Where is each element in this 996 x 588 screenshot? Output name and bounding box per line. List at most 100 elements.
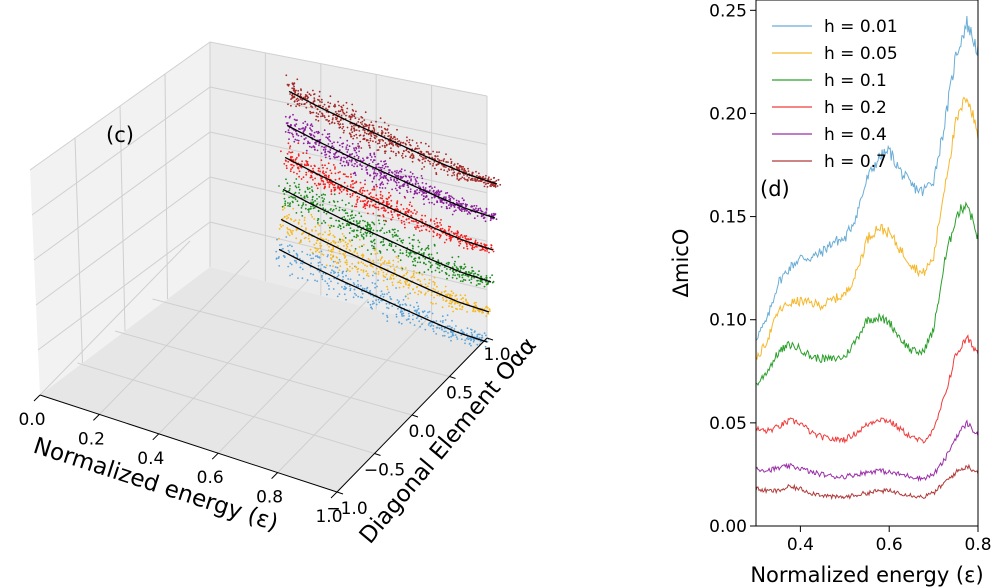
scatter-point [470, 276, 473, 279]
scatter-point [290, 151, 292, 154]
scatter-point [322, 166, 324, 169]
scatter-point [302, 232, 305, 234]
scatter-point [452, 274, 454, 276]
scatter-point [451, 294, 453, 297]
scatter-point [377, 279, 379, 282]
scatter-point [395, 154, 397, 157]
scatter-point [309, 272, 312, 275]
scatter-point [363, 137, 365, 140]
scatter-point [313, 218, 316, 220]
scatter-point [456, 308, 458, 311]
scatter-point [300, 194, 302, 197]
scatter-point [298, 192, 300, 194]
scatter-point [422, 195, 425, 198]
scatter-point [287, 131, 290, 134]
scatter-point [484, 177, 487, 180]
scatter-point [340, 156, 343, 159]
scatter-point [465, 242, 468, 244]
scatter-point [394, 245, 397, 248]
scatter-point [389, 265, 392, 268]
scatter-point [464, 279, 467, 281]
scatter-point [378, 214, 381, 217]
scatter-point [464, 205, 467, 208]
scatter-point [327, 181, 330, 184]
scatter-point [419, 325, 421, 328]
scatter-point [436, 252, 439, 254]
scatter-point [288, 234, 291, 237]
scatter-point [404, 282, 407, 284]
scatter-point [300, 211, 303, 214]
scatter-point [389, 157, 391, 160]
scatter-point [425, 195, 428, 198]
scatter-point [311, 251, 314, 254]
scatter-point [407, 287, 410, 289]
scatter-point [309, 133, 312, 136]
scatter-point [319, 232, 321, 235]
scatter-point [339, 162, 342, 165]
scatter-point [440, 159, 442, 162]
scatter-point [419, 280, 422, 283]
scatter-point [289, 170, 292, 173]
scatter-point [474, 304, 477, 306]
scatter-point [369, 137, 372, 140]
scatter-point [479, 309, 482, 312]
scatter-point [285, 178, 287, 181]
scatter-point [309, 176, 312, 179]
scatter-point [358, 118, 360, 121]
scatter-point [366, 201, 369, 204]
scatter-point [406, 207, 408, 210]
scatter-point [287, 228, 289, 231]
scatter-point [308, 170, 310, 173]
scatter-point [398, 214, 401, 216]
y-tick-label-3d: −0.5 [364, 461, 405, 481]
scatter-point [376, 185, 378, 188]
scatter-point [341, 222, 344, 225]
scatter-point [380, 257, 383, 260]
scatter-point [476, 215, 479, 217]
scatter-point [436, 221, 439, 224]
scatter-point [358, 246, 361, 248]
scatter-point [484, 345, 487, 348]
scatter-point [423, 262, 425, 265]
y-tick-label: 0.10 [709, 311, 747, 331]
scatter-point [300, 178, 303, 180]
scatter-point [347, 278, 350, 280]
scatter-point [419, 261, 422, 264]
scatter-point [396, 299, 399, 301]
panel-label-d: (d) [760, 177, 790, 201]
scatter-point [383, 144, 386, 147]
scatter-point [430, 218, 432, 221]
scatter-point [301, 160, 303, 163]
scatter-point [445, 262, 448, 265]
scatter-point [464, 294, 467, 297]
scatter-point [332, 288, 335, 290]
scatter-point [340, 159, 342, 162]
scatter-point [324, 148, 327, 151]
scatter-point [290, 104, 292, 107]
scatter-point [364, 199, 366, 202]
scatter-point [334, 204, 337, 207]
scatter-point [292, 201, 294, 204]
scatter-point [322, 114, 324, 117]
scatter-point [304, 207, 307, 210]
scatter-point [338, 209, 341, 212]
scatter-point [342, 226, 345, 229]
scatter-point [370, 306, 372, 309]
scatter-point [309, 127, 311, 130]
panel-label-c: (c) [106, 123, 134, 147]
scatter-point [477, 279, 479, 282]
scatter-point [291, 94, 294, 97]
scatter-point [395, 205, 398, 208]
scatter-point [371, 180, 374, 183]
scatter-point [416, 189, 418, 191]
scatter-point [379, 252, 382, 254]
scatter-point [456, 232, 459, 235]
scatter-point [338, 258, 341, 261]
scatter-point [457, 235, 460, 238]
scatter-point [357, 142, 359, 145]
scatter-point [337, 155, 340, 158]
scatter-point [430, 271, 433, 273]
scatter-point [432, 328, 434, 330]
scatter-point [383, 232, 386, 235]
scatter-point [456, 162, 459, 165]
